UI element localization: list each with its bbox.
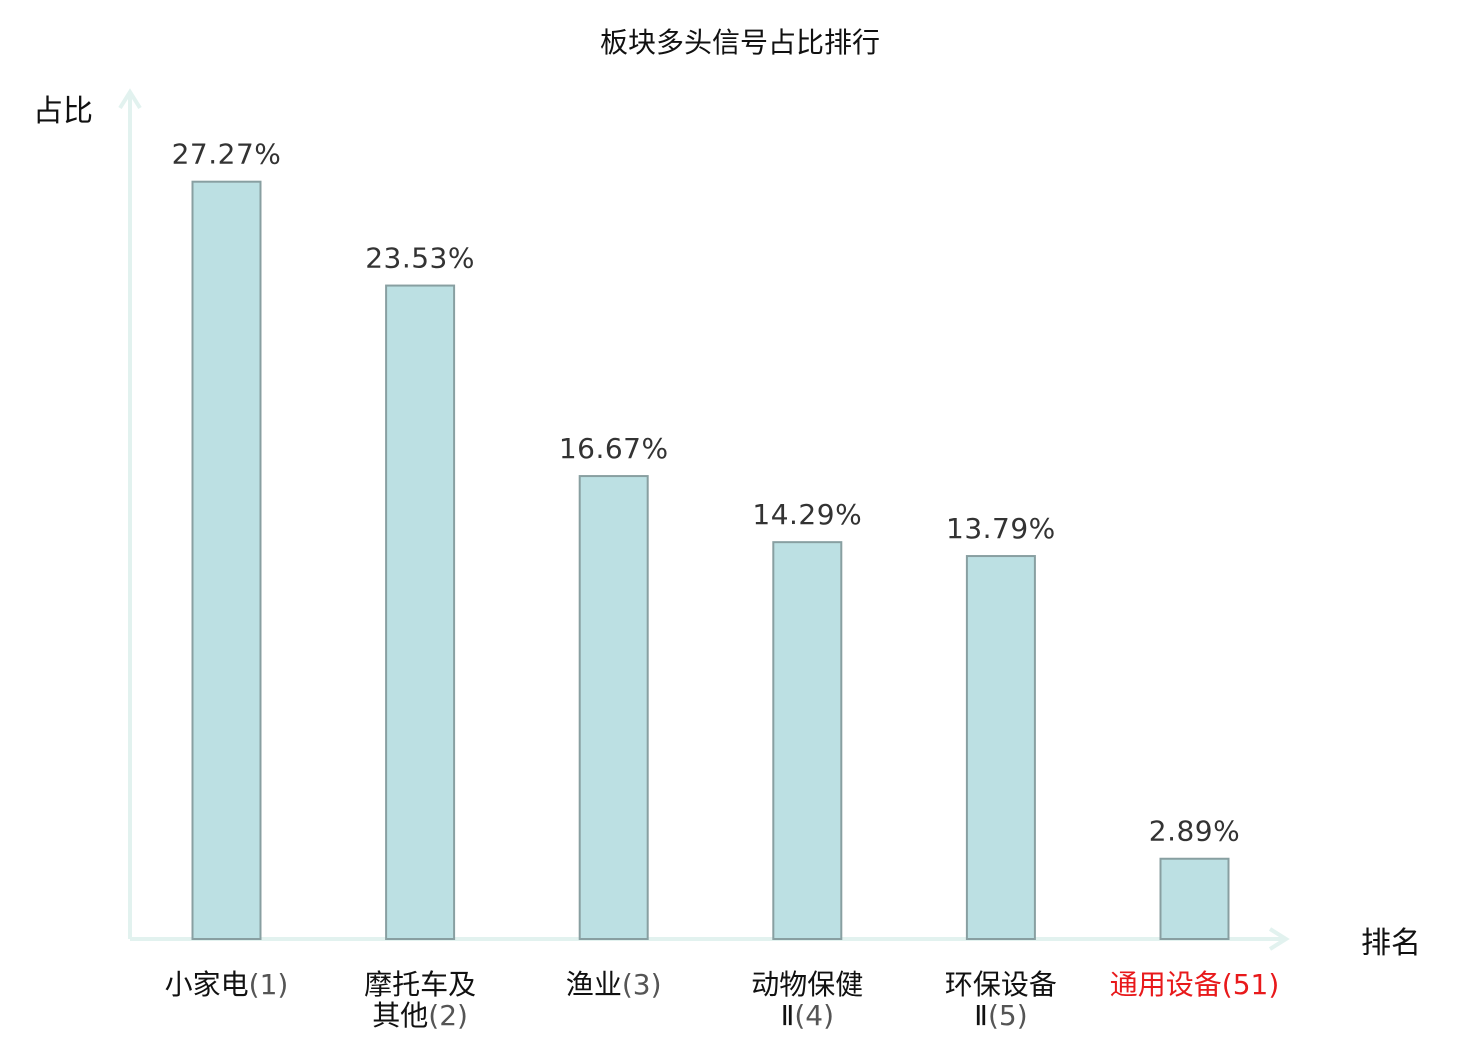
x-axis — [130, 927, 1290, 951]
value-label: 14.29% — [752, 498, 862, 531]
category-label: 动物保健 — [751, 968, 863, 1001]
y-axis — [118, 88, 142, 939]
value-label: 23.53% — [365, 242, 475, 275]
category-label: 其他(2) — [372, 999, 468, 1032]
value-label: 27.27% — [172, 138, 282, 171]
category-label: 渔业(3) — [566, 968, 662, 1001]
bar — [578, 475, 649, 940]
value-label: 13.79% — [946, 512, 1056, 545]
x-axis-label: 排名 — [1361, 926, 1421, 961]
chart-title: 板块多头信号占比排行 — [600, 26, 880, 59]
value-labels: 27.27% 23.53% 16.67% 14.29% 13.79% 2.89% — [172, 138, 1240, 848]
category-label: 小家电(1) — [165, 968, 289, 1001]
bar-series — [191, 180, 1230, 941]
bar — [191, 180, 262, 941]
bar — [965, 555, 1036, 940]
bar — [772, 541, 843, 940]
y-axis-label: 占比 — [33, 94, 93, 129]
category-label: 通用设备(51) — [1110, 968, 1280, 1001]
category-label: 环保设备 — [945, 968, 1057, 1001]
value-label: 16.67% — [559, 432, 669, 465]
category-label: Ⅱ(4) — [781, 999, 834, 1032]
value-label: 2.89% — [1149, 815, 1240, 848]
bar — [1159, 857, 1230, 941]
category-label: Ⅱ(5) — [974, 999, 1027, 1032]
bar — [385, 284, 456, 941]
category-label: 摩托车及 — [364, 968, 476, 1001]
